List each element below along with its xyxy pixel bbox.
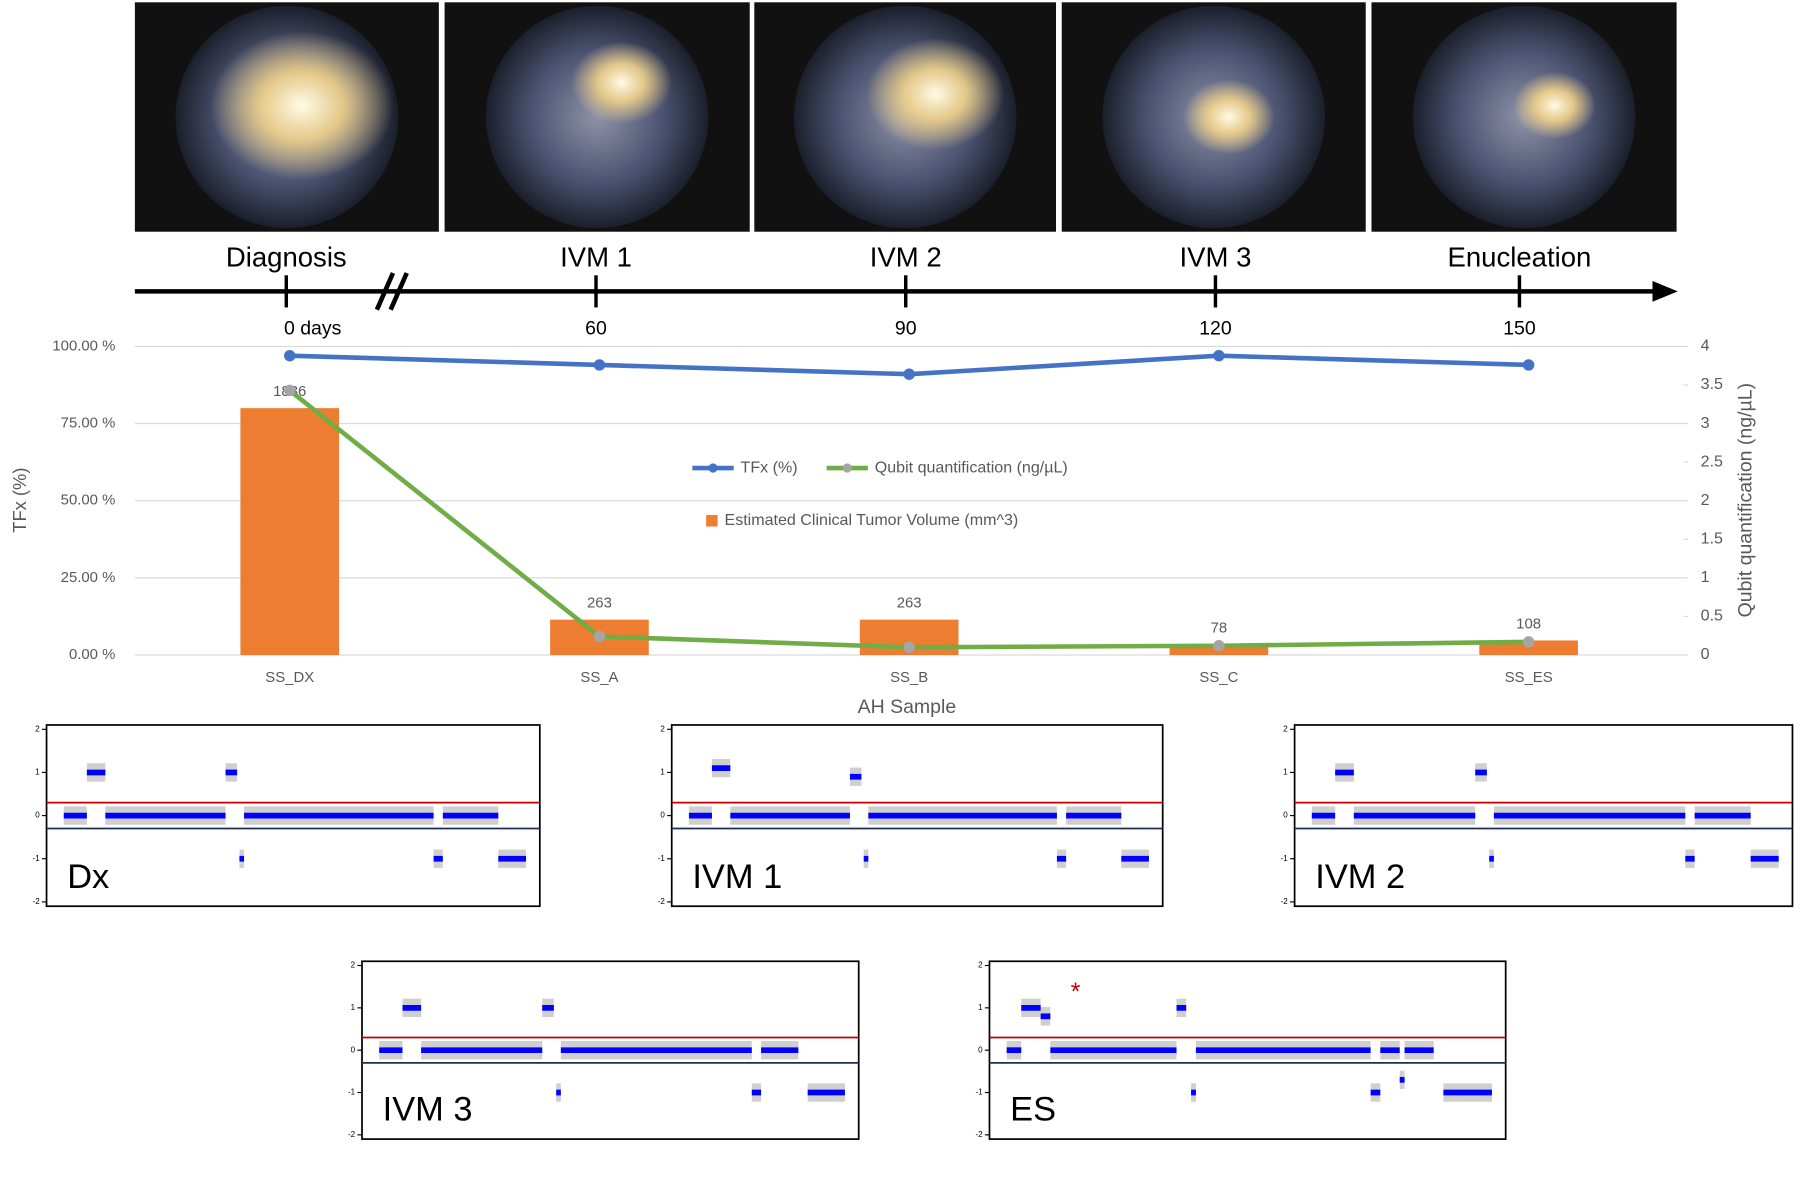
y-tick-label: 75.00 % xyxy=(61,416,116,432)
event-label: IVM 1 xyxy=(560,242,632,273)
timeline-arrowhead xyxy=(1652,281,1678,302)
line-marker xyxy=(1213,349,1225,362)
y-tick-label: 50.00 % xyxy=(61,493,116,509)
legend-marker xyxy=(708,463,718,473)
x-tick-label: SS_DX xyxy=(265,670,314,686)
y-tick-label: -1 xyxy=(33,854,41,863)
line-marker xyxy=(1522,359,1535,371)
y2-tick-label: 0 xyxy=(1701,645,1710,663)
y-tick-label: -1 xyxy=(658,854,666,863)
legend-swatch xyxy=(706,515,718,527)
y2-tick-label: 4 xyxy=(1701,337,1710,355)
y-tick-label: 0 xyxy=(1283,811,1288,820)
y2-tick-label: 3 xyxy=(1701,414,1710,432)
legend-label: TFx (%) xyxy=(741,458,798,476)
y-tick-label: 0 xyxy=(660,811,665,820)
cnv-annotation: * xyxy=(1071,978,1081,1006)
line-marker xyxy=(1522,636,1535,648)
x-tick-label: SS_ES xyxy=(1505,670,1553,686)
x-tick-label: SS_B xyxy=(890,670,928,686)
y2-tick-label: 2.5 xyxy=(1701,452,1723,470)
y-tick-label: -2 xyxy=(975,1130,983,1139)
event-label: Enucleation xyxy=(1448,242,1592,273)
day-label: 120 xyxy=(1199,317,1232,339)
y-tick-label: 1 xyxy=(1283,768,1288,777)
y-tick-label: 2 xyxy=(35,724,40,733)
event-label: IVM 3 xyxy=(1180,242,1252,273)
x-axis-title: AH Sample xyxy=(858,696,957,718)
tumor-reflex xyxy=(1513,71,1596,140)
data-label: 263 xyxy=(587,596,612,612)
y2-tick-label: 0.5 xyxy=(1701,607,1723,625)
y-tick-label: 0 xyxy=(35,811,40,820)
cnv-sample-label: Dx xyxy=(67,858,109,896)
y2-tick-label: 3.5 xyxy=(1701,375,1723,393)
line-marker xyxy=(283,384,296,397)
legend-marker xyxy=(842,463,852,473)
x-tick-label: SS_A xyxy=(580,670,618,686)
line-marker xyxy=(903,368,915,380)
event-label: Diagnosis xyxy=(226,242,347,273)
legend-label: Estimated Clinical Tumor Volume (mm^3) xyxy=(724,511,1018,529)
y-tick-label: 25.00 % xyxy=(61,570,116,586)
line-marker xyxy=(903,641,915,654)
y-tick-label: 1 xyxy=(35,768,40,777)
tumor-reflex xyxy=(571,41,673,124)
tumor-reflex xyxy=(210,30,394,181)
y-tick-label: -2 xyxy=(348,1130,356,1139)
y2-tick-label: 2 xyxy=(1701,491,1710,509)
y-tick-label: 1 xyxy=(351,1003,356,1012)
y-tick-label: 2 xyxy=(660,724,665,733)
day-label: 0 days xyxy=(284,317,342,339)
day-label: 90 xyxy=(895,317,917,339)
y-tick-label: 1 xyxy=(978,1003,983,1012)
day-label: 60 xyxy=(585,317,607,339)
y-tick-label: 2 xyxy=(978,961,983,970)
event-label: IVM 2 xyxy=(870,242,942,273)
data-label: 108 xyxy=(1516,616,1541,632)
y-tick-label: -2 xyxy=(1281,897,1289,906)
charts: 0.00 % 25.00 % 50.00 % 75.00 % 100.00 % 0 0.5 1… xyxy=(9,337,1794,1140)
day-label: 150 xyxy=(1503,317,1536,339)
line-marker xyxy=(593,359,606,371)
bar xyxy=(240,408,340,656)
y-axis-title: TFx (%) xyxy=(9,468,30,533)
tumor-reflex xyxy=(1183,79,1275,155)
y-tick-label: -2 xyxy=(33,897,41,906)
y2-tick-label: 1 xyxy=(1701,568,1710,586)
axis-break xyxy=(374,272,409,311)
y-tick-label: 2 xyxy=(351,961,356,970)
cnv-sample-label: ES xyxy=(1010,1091,1056,1129)
y-tick-label: -1 xyxy=(348,1088,356,1097)
cnv-sample-label: IVM 3 xyxy=(383,1091,473,1129)
fundus-photos xyxy=(134,2,1677,232)
tumor-reflex xyxy=(866,38,1005,150)
line-marker xyxy=(593,630,606,643)
y-tick-label: 2 xyxy=(1283,724,1288,733)
y-tick-label: 0.00 % xyxy=(69,647,115,663)
x-tick-label: SS_C xyxy=(1199,670,1238,686)
y-tick-label: -1 xyxy=(1281,854,1289,863)
timeline: Diagnosis 0 days IVM 1 60 IVM 2 90 IVM 3 120 Enu… xyxy=(134,242,1678,339)
legend-label: Qubit quantification (ng/µL) xyxy=(875,458,1068,476)
y-tick-label: 1 xyxy=(660,768,665,777)
cnv-sample-label: IVM 2 xyxy=(1315,858,1405,896)
cnv-sample-label: IVM 1 xyxy=(692,858,782,896)
y-tick-label: -2 xyxy=(658,897,666,906)
y-tick-label: 0 xyxy=(351,1045,356,1054)
line-marker xyxy=(1213,640,1225,652)
data-label: 263 xyxy=(897,596,922,612)
y2-tick-label: 1.5 xyxy=(1701,530,1723,548)
y2-axis-title: Qubit quantification (ng/µL) xyxy=(1735,383,1757,618)
y-tick-label: 0 xyxy=(978,1045,983,1054)
line-marker xyxy=(283,349,296,362)
data-label: 78 xyxy=(1211,620,1228,636)
y-tick-label: -1 xyxy=(975,1088,983,1097)
y-tick-label: 100.00 % xyxy=(52,338,115,354)
